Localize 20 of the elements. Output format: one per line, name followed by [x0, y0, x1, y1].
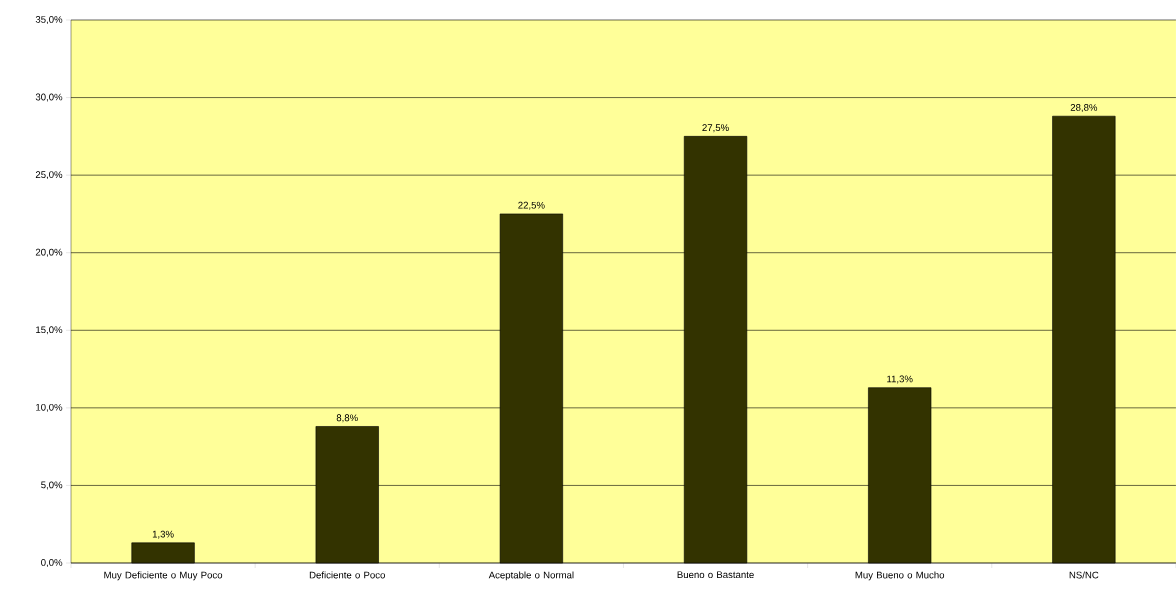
y-tick-label: 20,0%	[35, 248, 63, 257]
x-tick-label: Muy Deficiente o Muy Poco	[104, 571, 223, 581]
data-label: 8,8%	[336, 414, 358, 423]
y-tick-label: 25,0%	[35, 171, 63, 180]
y-tick-label: 30,0%	[35, 93, 63, 102]
data-label: 22,5%	[518, 201, 545, 210]
x-tick-label: NS/NC	[1069, 571, 1099, 579]
y-tick-label: 10,0%	[36, 403, 63, 412]
data-label: 11,3%	[887, 375, 913, 384]
x-tick-label: Deficiente o Poco	[309, 571, 385, 579]
x-tick-label: Muy Bueno o Mucho	[855, 571, 945, 581]
y-tick-label: 5,0%	[41, 481, 63, 490]
y-tick-label: 0,0%	[41, 559, 63, 567]
data-label: 27,5%	[702, 124, 729, 133]
data-label: 28,8%	[1070, 104, 1098, 112]
x-tick-label: Bueno o Bastante	[677, 571, 754, 579]
y-tick-label: 35,0%	[35, 16, 63, 24]
data-label: 1,3%	[152, 530, 174, 539]
y-tick-label: 15,0%	[36, 326, 63, 335]
x-tick-label: Aceptable o Normal	[488, 571, 574, 581]
